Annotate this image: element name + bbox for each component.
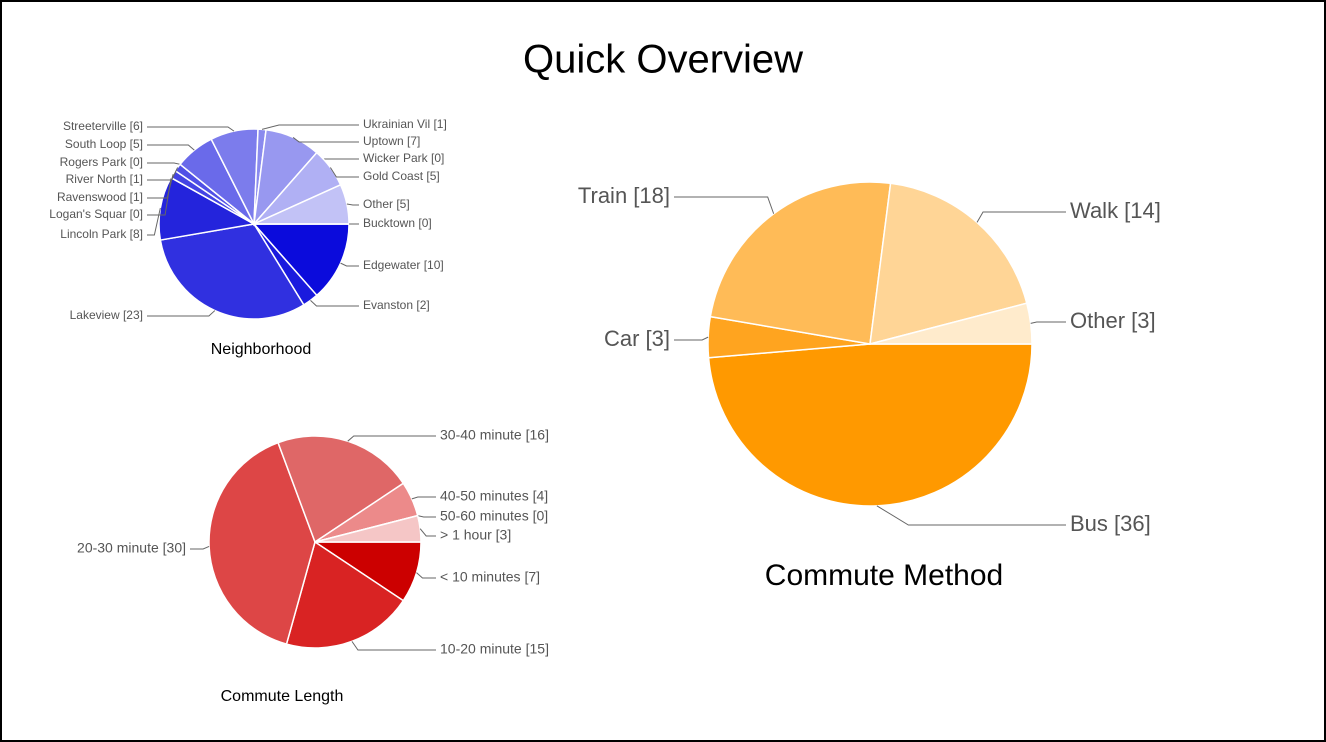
- leader-line: [147, 162, 181, 165]
- slice-label: Other [3]: [1070, 308, 1156, 333]
- pie-slice: [208, 441, 316, 646]
- slice-label: > 1 hour [3]: [440, 527, 511, 543]
- chart-title: Commute Method: [765, 559, 1003, 592]
- leader-line: [340, 262, 359, 267]
- leader-line: [674, 336, 709, 341]
- slice-label: Car [3]: [604, 326, 670, 351]
- pie-slice: [869, 302, 1033, 345]
- pie-slice: [707, 343, 1033, 507]
- leader-line: [346, 203, 359, 206]
- leader-line: [310, 300, 359, 307]
- slice-label: Bucktown [0]: [363, 216, 432, 230]
- slice-label: 10-20 minute [15]: [440, 641, 549, 657]
- slice-label: Bus [36]: [1070, 511, 1151, 536]
- leader-line: [190, 545, 210, 550]
- leader-line: [147, 174, 174, 199]
- slice-label: 20-30 minute [30]: [77, 540, 186, 556]
- leader-line: [411, 496, 436, 500]
- slice-label: Other [5]: [363, 197, 410, 211]
- slice-label: Streeterville [6]: [63, 119, 143, 133]
- slice-label: Gold Coast [5]: [363, 169, 440, 183]
- leader-line: [674, 196, 775, 214]
- slice-label: Evanston [2]: [363, 298, 430, 312]
- leader-line: [347, 435, 436, 442]
- leader-line: [147, 167, 179, 181]
- pie-slice: [869, 182, 1028, 346]
- slice-label: Logan's Squar [0]: [49, 207, 143, 221]
- slice-label: Wicker Park [0]: [363, 151, 444, 165]
- leader-line: [351, 641, 436, 651]
- slice-label: Uptown [7]: [363, 134, 420, 148]
- leader-line: [147, 207, 161, 236]
- leader-line: [416, 572, 436, 579]
- pie-slice: [277, 435, 405, 544]
- slide-title: Quick Overview: [523, 38, 803, 82]
- slice-label: Lakeview [23]: [70, 308, 143, 322]
- slice-label: River North [1]: [66, 172, 143, 186]
- leader-line: [147, 126, 235, 132]
- slice-label: < 10 minutes [7]: [440, 569, 540, 585]
- leader-line: [876, 505, 1066, 526]
- slice-label: 50-60 minutes [0]: [440, 508, 548, 524]
- slice-label: Train [18]: [578, 183, 670, 208]
- slice-label: 30-40 minute [16]: [440, 427, 549, 443]
- leader-line: [419, 528, 436, 537]
- leader-line: [261, 124, 359, 130]
- slice-label: South Loop [5]: [65, 137, 143, 151]
- slice-label: Rogers Park [0]: [60, 155, 143, 169]
- slice-label: Ukrainian Vil [1]: [363, 117, 447, 131]
- slice-label: 40-50 minutes [4]: [440, 488, 548, 504]
- slice-label: Edgewater [10]: [363, 258, 444, 272]
- slice-label: Walk [14]: [1070, 198, 1161, 223]
- pie-slice: [285, 540, 405, 649]
- pie-slice: [159, 223, 305, 320]
- leader-line: [147, 144, 195, 151]
- leader-line: [417, 515, 436, 518]
- leader-line: [292, 137, 359, 143]
- chart-title: Commute Length: [221, 688, 344, 705]
- slice-label: Ravenswood [1]: [57, 190, 143, 204]
- leader-line: [976, 211, 1066, 223]
- slice-label: Lincoln Park [8]: [60, 227, 143, 241]
- leader-line: [147, 310, 216, 317]
- chart-title: Neighborhood: [211, 341, 312, 358]
- leader-line: [1030, 321, 1066, 324]
- leader-line: [329, 167, 359, 178]
